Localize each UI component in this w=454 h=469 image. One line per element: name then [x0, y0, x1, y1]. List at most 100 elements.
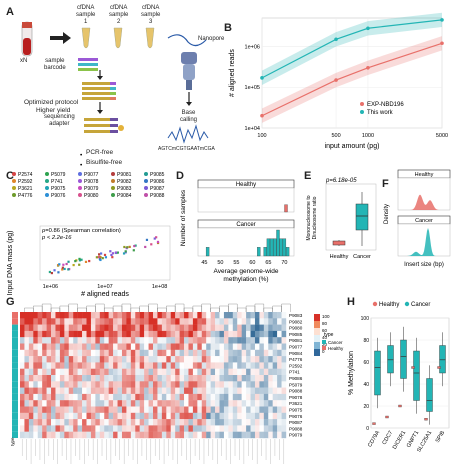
- heatmap-cell: [197, 362, 202, 369]
- heatmap-cell: [90, 337, 96, 344]
- heatmap-cell: [157, 381, 163, 388]
- heatmap-cell: [259, 406, 265, 413]
- heatmap-cell: [281, 406, 287, 413]
- heatmap-cell: [161, 368, 167, 376]
- plot-area-h: [370, 317, 450, 429]
- heatmap-cell: [223, 330, 229, 338]
- data-point: [80, 258, 83, 261]
- heatmap-cell: [64, 324, 69, 332]
- heatmap-cell: [117, 393, 123, 401]
- type-annotation-cell: [12, 343, 18, 350]
- heatmap-cell: [82, 362, 87, 369]
- legend-label-h: Healthy: [379, 302, 399, 308]
- heatmap-cell: [59, 337, 65, 344]
- heatmap-cell: [250, 393, 256, 401]
- heatmap-cell: [192, 318, 198, 325]
- heatmap-cell: [117, 324, 123, 332]
- series-line-0: [261, 42, 443, 117]
- heatmap-cell: [272, 324, 278, 332]
- heatmap-cell: [223, 431, 229, 439]
- heatmap-cell: [281, 425, 287, 432]
- heatmap-cell: [144, 312, 149, 319]
- heatmap-cell: [59, 381, 65, 388]
- heatmap-cell: [246, 412, 251, 420]
- sample-barcode-label: sample barcode: [44, 58, 66, 71]
- heatmap-cell: [175, 412, 180, 420]
- heatmap-cell: [223, 375, 229, 382]
- heatmap-cell: [117, 381, 123, 388]
- heatmap-cell: [121, 324, 127, 332]
- heatmap-cell: [259, 356, 265, 363]
- heatmap-cell: [184, 330, 189, 338]
- heatmap-cell: [237, 431, 242, 439]
- heatmap-cell: [33, 368, 38, 376]
- heatmap-cell: [148, 349, 154, 357]
- data-point: [155, 236, 158, 239]
- heatmap-cell: [33, 362, 38, 369]
- heatmap-cell: [46, 393, 52, 401]
- heatmap-cell: [117, 330, 123, 338]
- heatmap-cell: [232, 400, 238, 407]
- heatmap-cell: [117, 337, 123, 344]
- heatmap-cell: [157, 387, 163, 395]
- heatmap-cell: [161, 330, 167, 338]
- heatmap-cell: [161, 400, 167, 407]
- ci-band-1: [262, 12, 442, 86]
- heatmap-cell: [73, 381, 78, 388]
- heatmap-cell: [277, 330, 282, 338]
- type-annotation-cell: [12, 337, 18, 344]
- heatmap-cell: [201, 337, 207, 344]
- heatmap-cell: [277, 381, 282, 388]
- heatmap-cell: [188, 318, 194, 325]
- heatmap-cell: [108, 387, 114, 395]
- legend-type-label: Cancer: [328, 340, 343, 345]
- heatmap-cell: [241, 431, 247, 439]
- heatmap-cell: [215, 330, 220, 338]
- heatmap-cell: [175, 425, 180, 432]
- heatmap-cell: [99, 412, 105, 420]
- heatmap-cell: [157, 419, 163, 426]
- heatmap-cell: [153, 312, 158, 319]
- heatmap-cell: [223, 318, 229, 325]
- facet-label: Healthy: [236, 182, 256, 188]
- heatmap-cell: [228, 406, 233, 413]
- heatmap-cell: [263, 387, 269, 395]
- heatmap-cell: [73, 368, 78, 376]
- heatmap-cell: [82, 425, 87, 432]
- heatmap-cell: [148, 425, 154, 432]
- heatmap-cell: [188, 362, 194, 369]
- heatmap-cell: [135, 349, 140, 357]
- heatmap-cell: [148, 400, 154, 407]
- heatmap-cell: [232, 337, 238, 344]
- heatmap-cell: [99, 406, 105, 413]
- heatmap-cell: [51, 368, 56, 376]
- heatmap-cell: [55, 362, 61, 369]
- heatmap-cell: [197, 406, 202, 413]
- heatmap-cell: [95, 349, 100, 357]
- heatmap-cell: [117, 349, 123, 357]
- heatmap-cell: [153, 330, 158, 338]
- legend-label-c: P2574: [18, 172, 33, 178]
- heatmap-cell: [184, 419, 189, 426]
- heatmap-cell: [170, 431, 176, 439]
- legend-dot-b: [360, 102, 364, 106]
- heatmap-cell: [73, 400, 78, 407]
- heatmap-cell: [28, 412, 34, 420]
- heatmap-cell: [197, 337, 202, 344]
- heatmap-cell: [210, 393, 216, 401]
- heatmap-cell: [259, 400, 265, 407]
- heatmap-cell: [59, 419, 65, 426]
- histogram-bar: [269, 238, 274, 257]
- histogram-bar: [279, 238, 283, 257]
- heatmap-cell: [108, 393, 114, 401]
- heatmap-cell: [197, 349, 202, 357]
- heatmap-cell: [82, 318, 87, 325]
- data-point: [123, 245, 126, 249]
- heatmap-cell: [184, 318, 189, 325]
- heatmap-cell: [246, 330, 251, 338]
- heatmap-cell: [42, 337, 47, 344]
- heatmap-cell: [28, 330, 34, 338]
- x-tick-label-d: 55: [233, 260, 239, 266]
- heatmap-cell: [246, 324, 251, 332]
- heatmap-cell: [117, 356, 123, 363]
